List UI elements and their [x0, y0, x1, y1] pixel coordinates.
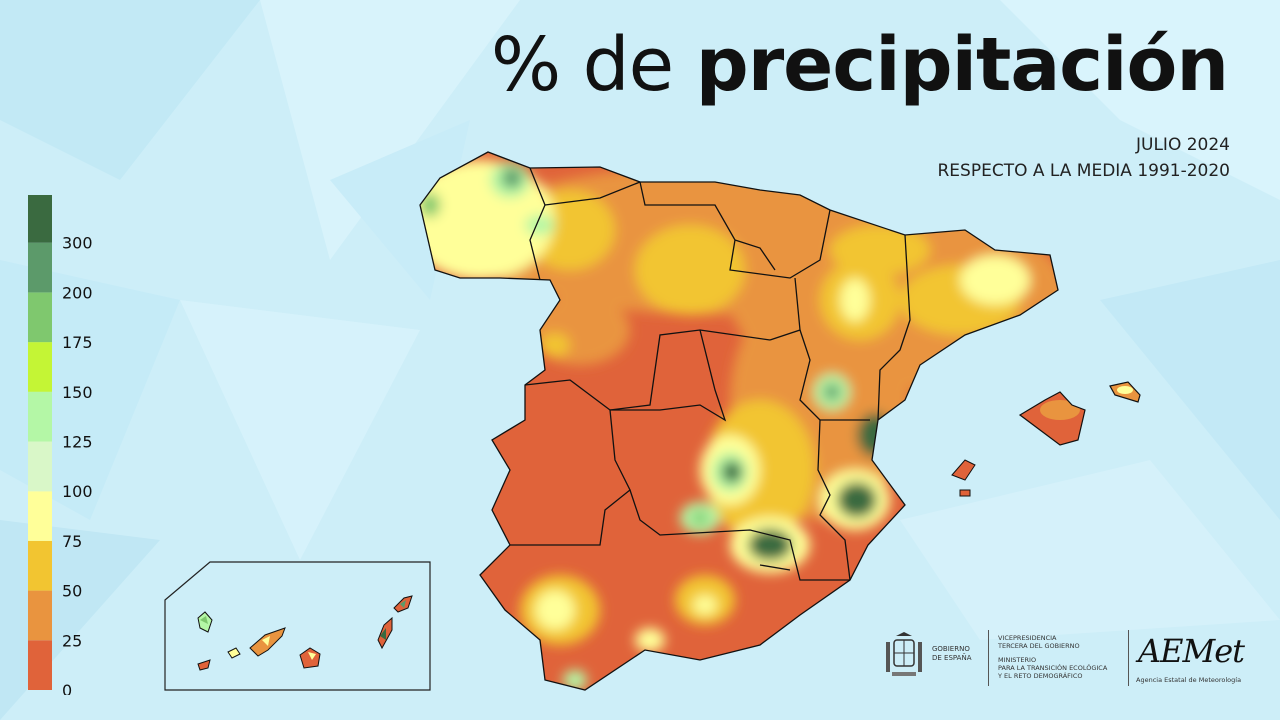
gobierno-text: GOBIERNO DE ESPAÑA — [932, 645, 972, 662]
legend-swatch — [28, 441, 52, 492]
logo-divider — [988, 630, 989, 686]
peninsula — [420, 152, 1058, 690]
title-prefix: % de — [490, 22, 674, 108]
balearic-islands — [951, 381, 1141, 497]
ministerio-text: VICEPRESIDENCIA TERCERA DEL GOBIERNO MIN… — [998, 634, 1108, 680]
legend-swatch — [28, 242, 52, 293]
coat-of-arms-icon — [886, 632, 922, 676]
legend-swatch — [28, 640, 52, 690]
title-main: precipitación — [695, 22, 1229, 108]
legend-swatch — [28, 193, 52, 243]
legend-label: 100 — [62, 482, 93, 501]
legend-label: 150 — [62, 383, 93, 402]
legend-bar: 0 25 50 75 100 125 150 175 200 300 — [28, 193, 93, 700]
legend-swatch — [28, 391, 52, 442]
legend-swatch — [28, 590, 52, 641]
subtitle-period: JULIO 2024 — [1136, 135, 1230, 155]
legend-swatch — [28, 491, 52, 541]
aemet-logo: AEMet — [1138, 632, 1245, 670]
subtitle-reference: RESPECTO A LA MEDIA 1991-2020 — [937, 161, 1230, 181]
legend-label: 25 — [62, 631, 82, 650]
subtitle: JULIO 2024 RESPECTO A LA MEDIA 1991-2020 — [937, 132, 1230, 184]
canary-islands-inset — [164, 561, 431, 691]
legend-swatch — [28, 292, 52, 343]
legend-swatch — [28, 342, 52, 392]
logos: GOBIERNO DE ESPAÑA VICEPRESIDENCIA TERCE… — [880, 628, 1250, 690]
aemet-subtitle: Agencia Estatal de Meteorología — [1136, 676, 1242, 684]
legend-label: 0 — [62, 681, 72, 695]
legend-swatch — [28, 540, 52, 591]
logo-divider — [1128, 630, 1129, 686]
region-borders — [419, 151, 1059, 691]
legend-label: 200 — [62, 283, 93, 302]
legend-label: 50 — [62, 582, 82, 601]
legend-label: 75 — [62, 532, 82, 551]
legend-label: 125 — [62, 433, 93, 452]
legend: 0 25 50 75 100 125 150 175 200 300 — [28, 193, 128, 700]
legend-label: 300 — [62, 234, 93, 253]
legend-label: 175 — [62, 333, 93, 352]
page-title: % de precipitación — [490, 22, 1229, 108]
